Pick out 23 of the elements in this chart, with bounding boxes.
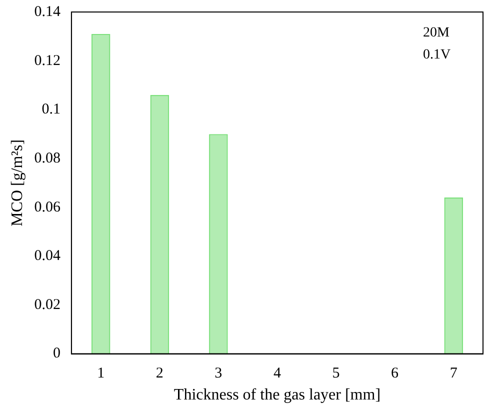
y-tick-label: 0.12 (34, 52, 60, 69)
x-tick-label: 6 (391, 366, 400, 382)
x-tick-label: 5 (332, 366, 340, 382)
y-tick-label: 0.06 (34, 199, 61, 216)
y-tick-label: 0.04 (34, 248, 61, 264)
bar (91, 34, 110, 354)
x-tick-label: 3 (214, 366, 222, 382)
y-tick-label: 0.08 (34, 150, 60, 166)
y-axis-title: MCO [g/m²s] (8, 139, 26, 226)
y-tick-label: 0.14 (34, 4, 61, 20)
bar (209, 134, 228, 354)
x-axis-title: Thickness of the gas layer [mm] (174, 386, 381, 404)
x-tick-label: 7 (450, 366, 458, 382)
x-tick-label: 2 (156, 366, 164, 382)
bar (150, 95, 170, 354)
bar (444, 198, 464, 354)
annotation: 0.1V (423, 48, 451, 63)
x-tick-label: 4 (273, 366, 282, 382)
annotation: 20M (423, 26, 450, 41)
x-tick-label: 1 (97, 366, 105, 382)
y-tick-label: 0.1 (42, 102, 60, 118)
y-tick-label: 0.02 (34, 296, 60, 313)
y-tick-label: 0 (52, 346, 60, 362)
